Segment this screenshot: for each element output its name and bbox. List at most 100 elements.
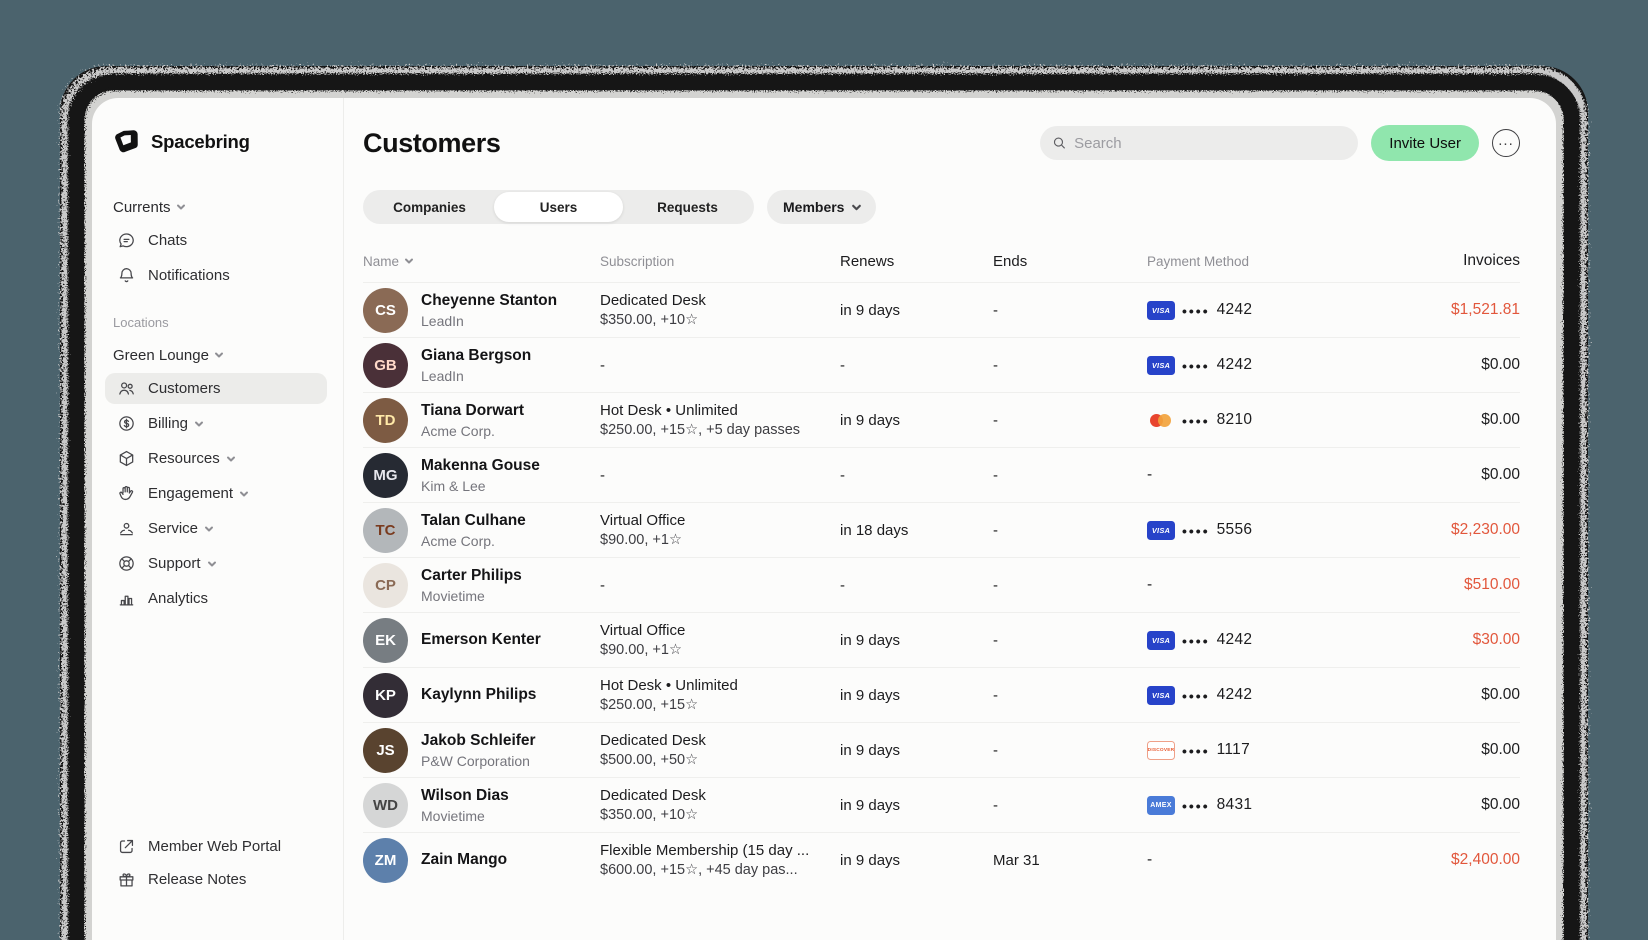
invoice-amount: $2,230.00 [1451, 521, 1520, 538]
payment-method: - [1147, 466, 1373, 484]
table-row[interactable]: GB Giana Bergson LeadIn - - - VISA •••• 424… [363, 337, 1520, 392]
subscription-plan: Virtual Office [600, 512, 686, 529]
sidebar-item-label: Member Web Portal [148, 838, 282, 855]
customer-company: Movietime [421, 807, 485, 824]
sidebar-group-location[interactable]: Green Lounge [113, 339, 343, 371]
spacebring-logo-icon [115, 130, 138, 153]
dollar-icon [117, 414, 136, 433]
sidebar-item-notifications[interactable]: Notifications [113, 258, 343, 293]
table-row[interactable]: CP Carter Philips Movietime - - - - $510.… [363, 557, 1520, 612]
sidebar-item-analytics[interactable]: Analytics [113, 581, 343, 616]
ends-value: - [993, 631, 998, 649]
table-row[interactable]: KP Kaylynn Philips Hot Desk • Unlimited $… [363, 667, 1520, 722]
avatar: TC [363, 507, 408, 553]
sidebar-footer: Member Web Portal Release Notes [113, 830, 281, 896]
customer-name: Jakob Schleifer [421, 731, 536, 749]
sidebar-item-service[interactable]: Service [113, 511, 343, 546]
sidebar-item-label: Service [148, 520, 199, 537]
members-filter-dropdown[interactable]: Members [767, 190, 877, 224]
avatar: WD [363, 782, 408, 828]
external-icon [117, 837, 136, 856]
tab-users[interactable]: Users [494, 192, 623, 222]
subscription-details: $350.00, +10☆ [600, 807, 699, 823]
card-masked-digits: •••• [1182, 303, 1210, 319]
sidebar-item-resources[interactable]: Resources [113, 441, 343, 476]
tabs-row: Companies Users Requests Members [363, 190, 1520, 224]
card-masked-digits: •••• [1182, 523, 1210, 539]
ends-value: - [993, 576, 998, 594]
invoice-amount: $510.00 [1463, 576, 1520, 593]
ends-value: - [993, 521, 998, 539]
sidebar-item-label: Notifications [148, 267, 230, 284]
subscription-plan: Virtual Office [600, 622, 686, 639]
subscription-details: $90.00, +1☆ [600, 532, 682, 548]
table-row[interactable]: CS Cheyenne Stanton LeadIn Dedicated Desk… [363, 282, 1520, 337]
invite-user-button[interactable]: Invite User [1371, 125, 1479, 161]
ends-value: - [993, 686, 998, 704]
subscription-plan: - [600, 356, 605, 374]
card-last4: 4242 [1216, 686, 1253, 703]
bell-icon [117, 266, 136, 285]
renews-value: in 9 days [840, 851, 901, 869]
card-last4: 8431 [1216, 796, 1253, 813]
subscription-plan: Hot Desk • Unlimited [600, 402, 738, 419]
customer-name: Kaylynn Philips [421, 686, 537, 703]
amex-card-icon: AMEX [1147, 795, 1175, 815]
column-header-name[interactable]: Name [363, 254, 600, 269]
sidebar-group-currents[interactable]: Currents [113, 191, 343, 223]
subscription-plan: Flexible Membership (15 day ... [600, 842, 810, 859]
subscription-plan: Dedicated Desk [600, 732, 706, 749]
search-input[interactable] [1074, 134, 1347, 152]
mastercard-card-icon [1147, 411, 1175, 430]
table-row[interactable]: JS Jakob Schleifer P&W Corporation Dedica… [363, 722, 1520, 777]
avatar: JS [363, 727, 408, 773]
ends-value: - [993, 411, 998, 429]
table-row[interactable]: WD Wilson Dias Movietime Dedicated Desk $3… [363, 777, 1520, 832]
table-row[interactable]: EK Emerson Kenter Virtual Office $90.00, … [363, 612, 1520, 667]
payment-method: VISA •••• 4242 [1147, 300, 1373, 320]
renews-value: in 18 days [840, 521, 909, 539]
card-masked-digits: •••• [1182, 688, 1210, 704]
sidebar-item-engagement[interactable]: Engagement [113, 476, 343, 511]
chevron-down-icon [214, 350, 224, 360]
avatar: ZM [363, 837, 408, 883]
invoice-amount: $1,521.81 [1451, 301, 1520, 318]
sidebar-item-billing[interactable]: Billing [113, 406, 343, 441]
table-row[interactable]: TD Tiana Dorwart Acme Corp. Hot Desk • Un… [363, 392, 1520, 447]
avatar: CS [363, 287, 408, 333]
column-header-payment-method: Payment Method [1147, 253, 1250, 269]
ends-value: Mar 31 [993, 851, 1040, 869]
users-icon [117, 379, 136, 398]
sidebar-item-chats[interactable]: Chats [113, 223, 343, 258]
sidebar-item-support[interactable]: Support [113, 546, 343, 581]
payment-method: VISA •••• 4242 [1147, 630, 1373, 650]
renews-value: in 9 days [840, 686, 901, 704]
search-bar[interactable] [1040, 126, 1359, 160]
invoice-amount: $0.00 [1481, 741, 1520, 758]
sidebar-item-release-notes[interactable]: Release Notes [113, 863, 281, 896]
chart-icon [117, 589, 136, 608]
sidebar-item-member-web-portal[interactable]: Member Web Portal [113, 830, 281, 863]
sidebar-item-label: Resources [148, 450, 220, 467]
subscription-details: $350.00, +10☆ [600, 312, 699, 328]
customer-name: Emerson Kenter [421, 631, 541, 648]
table-row[interactable]: ZM Zain Mango Flexible Membership (15 da… [363, 832, 1520, 887]
subscription-plan: - [600, 576, 605, 594]
visa-card-icon: VISA [1147, 685, 1175, 705]
tab-companies[interactable]: Companies [393, 199, 466, 215]
subscription-plan: - [600, 466, 605, 484]
chat-icon [117, 231, 136, 250]
segmented-control: Companies Users Requests [363, 190, 754, 224]
card-masked-digits: •••• [1182, 743, 1210, 759]
card-last4: 1117 [1216, 741, 1250, 758]
subscription-plan: Dedicated Desk [600, 292, 706, 309]
table-row[interactable]: MG Makenna Gouse Kim & Lee - - - - $0.00 [363, 447, 1520, 502]
card-last4: 4242 [1216, 356, 1253, 373]
tab-requests[interactable]: Requests [657, 199, 718, 215]
chevron-down-icon [851, 202, 862, 213]
more-options-button[interactable]: ... [1492, 129, 1520, 157]
table-row[interactable]: TC Talan Culhane Acme Corp. Virtual Offic… [363, 502, 1520, 557]
visa-card-icon: VISA [1147, 520, 1175, 540]
sidebar-item-customers[interactable]: Customers [105, 371, 343, 406]
avatar: CP [363, 562, 408, 608]
